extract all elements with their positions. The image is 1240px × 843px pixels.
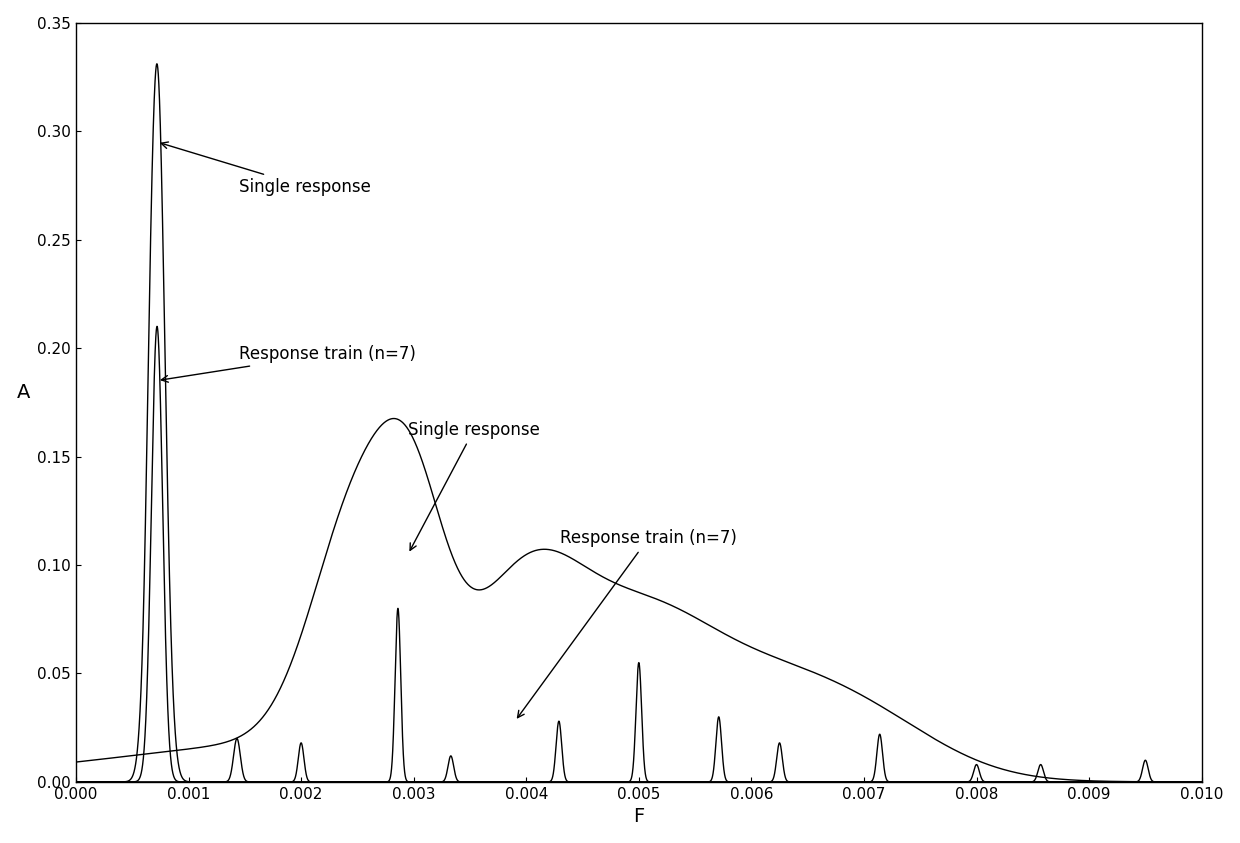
Text: Response train (n=7): Response train (n=7) xyxy=(161,345,417,382)
Text: Single response: Single response xyxy=(161,142,371,196)
Y-axis label: A: A xyxy=(16,384,30,402)
Text: Response train (n=7): Response train (n=7) xyxy=(517,529,737,717)
Text: Single response: Single response xyxy=(408,421,539,550)
X-axis label: F: F xyxy=(634,808,645,826)
